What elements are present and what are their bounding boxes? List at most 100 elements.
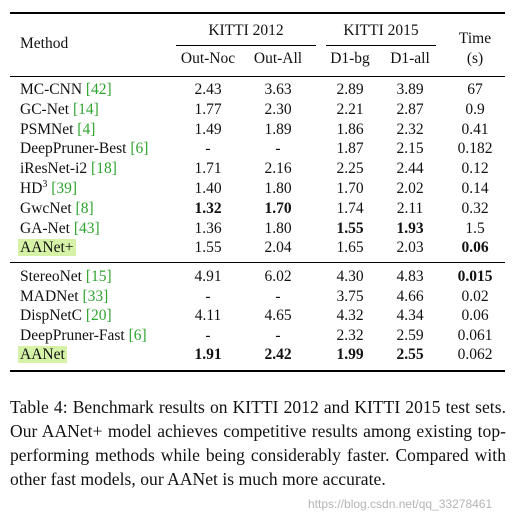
table-bottom-rule (10, 370, 505, 372)
table-cell: 1.99 (336, 346, 364, 364)
table-cell: 1.89 (264, 120, 292, 138)
method-name: DispNetC (20, 307, 82, 325)
method-cell: PSMNet [4] (20, 121, 95, 139)
method-cell: MADNet [33] (20, 288, 108, 306)
table-cell: 2.04 (264, 239, 292, 257)
method-name: MADNet (20, 287, 79, 305)
section-rule (10, 262, 505, 263)
table-cell: 1.65 (336, 239, 364, 257)
table-cell: 0.06 (461, 239, 489, 257)
citation-link: [8] (75, 199, 94, 217)
method-name: PSMNet (20, 120, 74, 138)
table-cell: 2.55 (396, 346, 424, 364)
table-cell: 1.40 (194, 180, 222, 197)
table-cell: 1.70 (264, 199, 292, 217)
table-cell: 67 (467, 81, 483, 98)
table-cell: 0.062 (457, 346, 493, 364)
table-cell: 3.63 (264, 81, 292, 98)
table-cell: 4.34 (396, 307, 424, 325)
table-cell: 2.25 (336, 160, 364, 178)
table-cell: 1.49 (194, 120, 222, 138)
table-cell: 1.93 (396, 219, 424, 237)
table-cell: 1.87 (336, 140, 364, 158)
citation-link: [6] (130, 140, 149, 158)
method-cell: GC-Net [14] (20, 101, 99, 119)
method-cell: DispNetC [20] (20, 307, 112, 325)
table-cell: 0.182 (457, 140, 493, 158)
table-cell: 2.59 (396, 326, 424, 344)
method-name: GwcNet (20, 199, 72, 217)
table-cell: 0.12 (461, 160, 489, 178)
citation-link: [43] (73, 219, 100, 237)
watermark: https://blog.csdn.net/qq_33278461 (308, 497, 493, 511)
citation-link: [6] (128, 326, 147, 344)
table-cell: - (205, 326, 211, 344)
column-header: Out-Noc (180, 50, 236, 67)
table-cell: 2.42 (264, 346, 292, 364)
table-cell: 2.44 (396, 160, 424, 178)
citation-link: [18] (91, 160, 117, 178)
method-name: GA-Net (20, 219, 70, 237)
citation-link: [33] (82, 287, 109, 305)
table-cell: 0.14 (461, 180, 489, 197)
table-cell: 1.36 (194, 219, 222, 237)
table-cell: 2.21 (336, 100, 364, 118)
table-cell: 1.86 (336, 120, 364, 138)
table-cell: 1.77 (194, 100, 222, 118)
citation-link: [15] (85, 268, 112, 285)
table-cell: 1.5 (465, 219, 485, 237)
table-cell: 1.55 (194, 239, 222, 257)
method-name: MC-CNN (20, 81, 83, 98)
table-cell: - (275, 140, 281, 158)
table-cell: - (205, 140, 211, 158)
table-cell: 4.32 (336, 307, 364, 325)
table-cell: 0.41 (461, 120, 489, 138)
method-cell: DeepPruner-Fast [6] (20, 327, 147, 345)
table-cell: 4.91 (194, 268, 222, 285)
citation-link: [39] (51, 180, 78, 197)
table-cell: 0.06 (461, 307, 489, 325)
method-name: DeepPruner-Fast (20, 326, 125, 344)
method-cell: AANet (18, 346, 67, 364)
table-cell: 3.75 (336, 287, 364, 305)
table-cell: 1.70 (336, 180, 364, 197)
table-cell: 4.65 (264, 307, 292, 325)
table-cell: 2.43 (194, 81, 222, 98)
table-cell: - (275, 326, 281, 344)
superscript: 3 (42, 178, 48, 190)
method-name: iResNet-i2 (20, 160, 88, 178)
table-cell: 6.02 (264, 268, 292, 285)
citation-link: [20] (85, 307, 112, 325)
table-cell: 4.66 (396, 287, 424, 305)
kitti2012-header: KITTI 2012 (208, 22, 284, 39)
table-cell: 4.30 (336, 268, 364, 285)
method-name: GC-Net (20, 100, 70, 118)
table-cell: 2.11 (396, 199, 424, 217)
kitti2015-group-rule (326, 45, 436, 46)
method-name: HD (20, 180, 43, 197)
table-cell: 3.89 (396, 81, 424, 98)
table-cell: 0.061 (457, 326, 493, 344)
table-cell: 4.83 (396, 268, 424, 285)
table-cell: 2.30 (264, 100, 292, 118)
table-cell: 2.02 (396, 180, 424, 197)
table-cell: - (275, 287, 281, 305)
table-cell: 2.32 (396, 120, 424, 138)
column-header: D1-bg (330, 50, 370, 67)
table-cell: 0.02 (461, 287, 489, 305)
table-cell: 2.16 (264, 160, 292, 178)
column-header: Out-All (253, 50, 303, 67)
time-header: Time (458, 30, 492, 47)
citation-link: [42] (85, 81, 112, 98)
table-top-rule (10, 12, 505, 14)
table-cell: 4.11 (194, 307, 222, 325)
kitti2012-group-rule (176, 45, 316, 46)
column-header: D1-all (390, 50, 430, 67)
method-cell: StereoNet [15] (20, 268, 112, 286)
method-name: DeepPruner-Best (20, 140, 127, 158)
method-cell: GA-Net [43] (20, 220, 100, 238)
table-cell: 2.03 (396, 239, 424, 257)
method-cell: DeepPruner-Best [6] (20, 140, 148, 158)
table-cell: 1.91 (194, 346, 222, 364)
citation-link: [14] (72, 100, 99, 118)
